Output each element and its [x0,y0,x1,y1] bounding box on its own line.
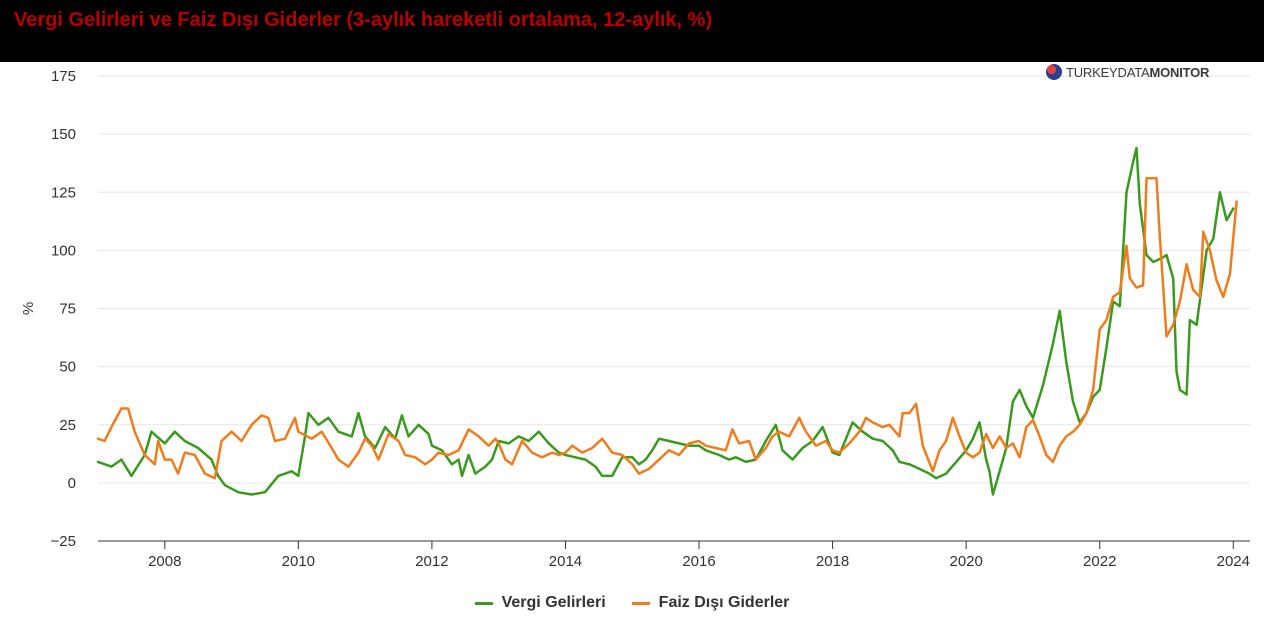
y-tick-label: 175 [51,68,76,85]
grid-lines [98,75,1250,542]
legend-label-vergi: Vergi Gelirleri [501,594,606,611]
title-bar: Vergi Gelirleri ve Faiz Dışı Giderler (3… [0,0,1264,62]
x-tick-label: 2008 [148,553,181,570]
y-tick-label: 50 [59,359,76,376]
x-axis: 2008 2010 2012 2014 2016 2018 2020 2022 2024 [98,540,1250,570]
legend-item-vergi[interactable]: Vergi Gelirleri [474,594,606,612]
y-tick-label: −25 [51,533,76,550]
legend-label-faiz: Faiz Dışı Giderler [658,594,790,611]
legend-swatch-faiz [631,601,650,605]
x-tick-label: 2024 [1217,553,1250,570]
logo: TURKEYDATAMONITOR [1046,64,1209,80]
y-axis-label: % [20,302,37,315]
y-axis: −25 0 25 50 75 100 125 150 175 [51,68,76,550]
x-tick-label: 2018 [816,553,849,570]
y-tick-label: 75 [59,301,76,318]
y-tick-label: 0 [68,475,76,492]
y-tick-label: 150 [51,126,76,143]
globe-icon [1046,64,1062,80]
series-line-1 [96,177,1238,480]
x-tick-label: 2012 [415,553,448,570]
legend-item-faiz[interactable]: Faiz Dışı Giderler [631,594,790,612]
y-tick-label: 100 [51,242,76,259]
y-tick-label: 125 [51,184,76,201]
x-tick-label: 2010 [282,553,315,570]
x-tick-label: 2022 [1083,553,1116,570]
x-tick-label: 2014 [549,553,582,570]
series-lines [96,146,1238,496]
chart-title: Vergi Gelirleri ve Faiz Dışı Giderler (3… [14,9,713,31]
x-tick-label: 2020 [949,553,982,570]
legend: Vergi Gelirleri Faiz Dışı Giderler [0,594,1264,612]
series-line-0 [96,146,1235,496]
legend-swatch-vergi [474,601,493,605]
y-tick-label: 25 [59,417,76,434]
x-tick-label: 2016 [682,553,715,570]
logo-text: TURKEYDATAMONITOR [1066,64,1210,80]
